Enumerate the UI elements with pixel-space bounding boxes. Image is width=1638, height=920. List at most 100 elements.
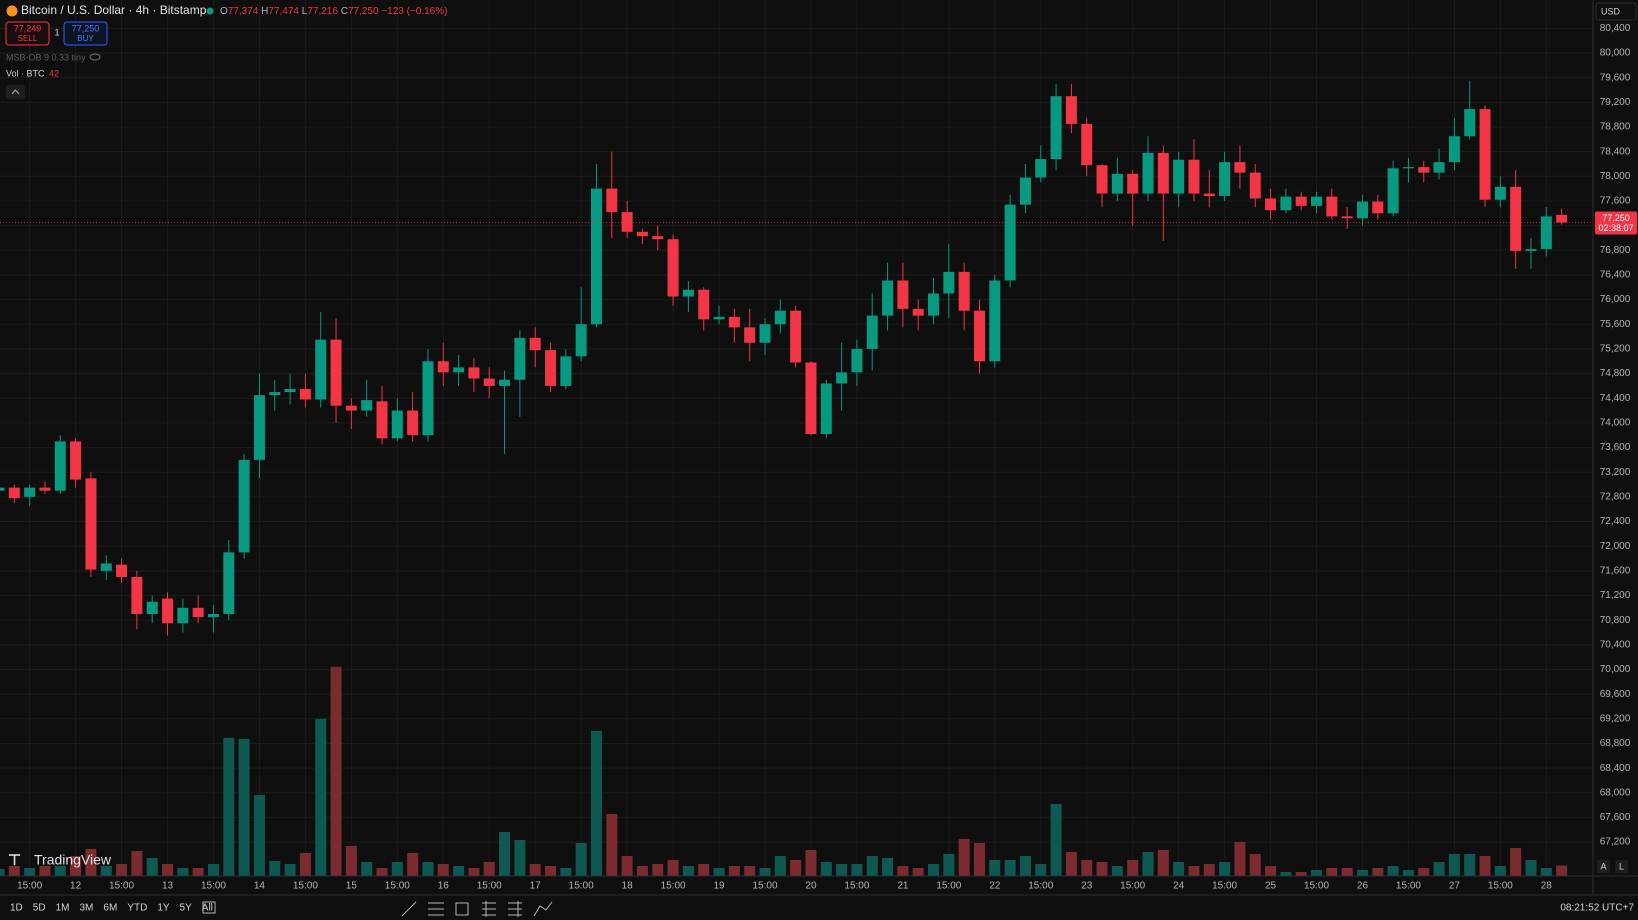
eye-icon[interactable]	[89, 53, 101, 61]
x-tick-label: 26	[1357, 881, 1369, 892]
volume-bar	[1402, 869, 1414, 876]
candle-body	[836, 372, 848, 384]
candle-body	[54, 441, 66, 491]
volume-bar	[284, 863, 296, 876]
volume-bar	[39, 865, 51, 876]
volume-bar	[391, 861, 403, 876]
rectangle-tool[interactable]	[455, 902, 469, 916]
candle-body	[1127, 173, 1139, 194]
currency-button[interactable]	[1595, 2, 1637, 21]
range-tool[interactable]	[508, 901, 522, 917]
symbol-title[interactable]: Bitcoin / U.S. Dollar · 4h · Bitstamp	[21, 3, 207, 17]
x-tick-label: 15:00	[1028, 881, 1053, 892]
volume-bar	[70, 855, 82, 876]
volume-bar	[1219, 861, 1231, 876]
candle-body	[973, 310, 985, 362]
indicator-volume[interactable]: Vol · BTC	[6, 68, 45, 78]
candle-body	[1234, 162, 1246, 173]
x-tick-label: 15:00	[477, 881, 502, 892]
x-tick-label: 15:00	[1396, 881, 1421, 892]
volume-bar	[636, 865, 648, 876]
y-tick-label: 76,000	[1600, 294, 1631, 305]
volume-bar	[1065, 851, 1077, 876]
collapse-button[interactable]	[6, 85, 25, 99]
buy-price: 77,250	[72, 23, 100, 33]
auto-scale-button[interactable]	[1597, 860, 1610, 873]
timeframe-button[interactable]: YTD	[127, 903, 147, 914]
trend-line-tool[interactable]	[401, 901, 417, 917]
logo[interactable]: TradingView	[34, 852, 112, 868]
volume-bar	[1096, 861, 1108, 876]
timeframe-button[interactable]: 6M	[103, 903, 117, 914]
log-scale-button[interactable]	[1615, 860, 1628, 873]
candle-body	[192, 607, 204, 618]
ohlc-key: C	[341, 6, 348, 17]
candle-body	[1479, 109, 1491, 200]
candle-body	[560, 356, 572, 386]
volume-bar	[1525, 859, 1537, 876]
brush-tool[interactable]	[533, 901, 553, 917]
y-tick-label: 68,400	[1600, 763, 1631, 774]
timeframe-button[interactable]: 5Y	[180, 903, 193, 914]
date-range-icon[interactable]	[202, 901, 216, 914]
candle-body	[606, 188, 618, 213]
x-tick-label: 21	[897, 881, 909, 892]
timeframe-button[interactable]: 1D	[10, 903, 23, 914]
buy-button[interactable]	[63, 21, 108, 46]
volume-bar	[269, 860, 281, 876]
symbol-icon	[6, 5, 18, 17]
candle-body	[1402, 167, 1414, 169]
y-tick-label: 67,600	[1600, 812, 1631, 823]
volume-bar	[943, 853, 955, 876]
timeframe-button[interactable]: 1M	[56, 903, 70, 914]
x-tick-label: 15:00	[201, 881, 226, 892]
quantity[interactable]: 1	[54, 27, 59, 37]
volume-bar	[223, 737, 235, 876]
log-scale-label: L	[1619, 861, 1624, 871]
ohlc-value: 77,474	[268, 6, 299, 17]
timeframe-button[interactable]: 1Y	[157, 903, 170, 914]
volume-bar	[836, 863, 848, 876]
x-tick-label: 18	[622, 881, 634, 892]
volume-bar	[1203, 863, 1215, 876]
x-tick-label: 20	[805, 881, 817, 892]
candle-body	[483, 378, 495, 386]
candle-body	[1525, 249, 1537, 251]
volume-bar	[1050, 803, 1062, 876]
timeframe-button[interactable]: 5D	[33, 903, 46, 914]
volume-bar	[345, 845, 357, 876]
y-tick-label: 73,200	[1600, 467, 1631, 478]
candle-body	[422, 361, 434, 436]
auto-scale-label: A	[1600, 861, 1606, 871]
timeframe-button[interactable]: All	[202, 903, 213, 914]
volume-bar	[1035, 863, 1047, 876]
candle-body	[269, 392, 281, 396]
candle-body	[1372, 201, 1384, 214]
volume-bar	[1280, 871, 1292, 876]
candle-body	[1157, 152, 1169, 194]
volume-bar	[1019, 855, 1031, 876]
sell-button[interactable]	[5, 21, 50, 46]
currency: USD	[1601, 6, 1621, 16]
volume-bar	[1356, 869, 1368, 876]
volume-bar	[1188, 865, 1200, 876]
candle-body	[1004, 204, 1016, 281]
volume-bar	[652, 863, 664, 876]
x-tick-label: 15:00	[293, 881, 318, 892]
y-tick-label: 76,400	[1600, 270, 1631, 281]
ohlc-value: 77,216	[307, 6, 338, 17]
candle-body	[39, 487, 51, 491]
volume-bar	[1295, 871, 1307, 876]
position-tool[interactable]	[482, 901, 496, 917]
candle-body	[1249, 172, 1261, 199]
change: −123 (−0.16%)	[381, 6, 447, 17]
ohlc-key: L	[302, 6, 308, 17]
candle-body	[1356, 201, 1368, 219]
fib-tool[interactable]	[428, 902, 444, 916]
candle-body	[391, 410, 403, 439]
timeframe-button[interactable]: 3M	[80, 903, 94, 914]
candle-body	[682, 289, 694, 297]
candle-body	[1219, 162, 1231, 197]
indicator-ob[interactable]: MSB-OB 9 0.33 tiny	[6, 52, 86, 62]
x-tick-label: 15:00	[1212, 881, 1237, 892]
